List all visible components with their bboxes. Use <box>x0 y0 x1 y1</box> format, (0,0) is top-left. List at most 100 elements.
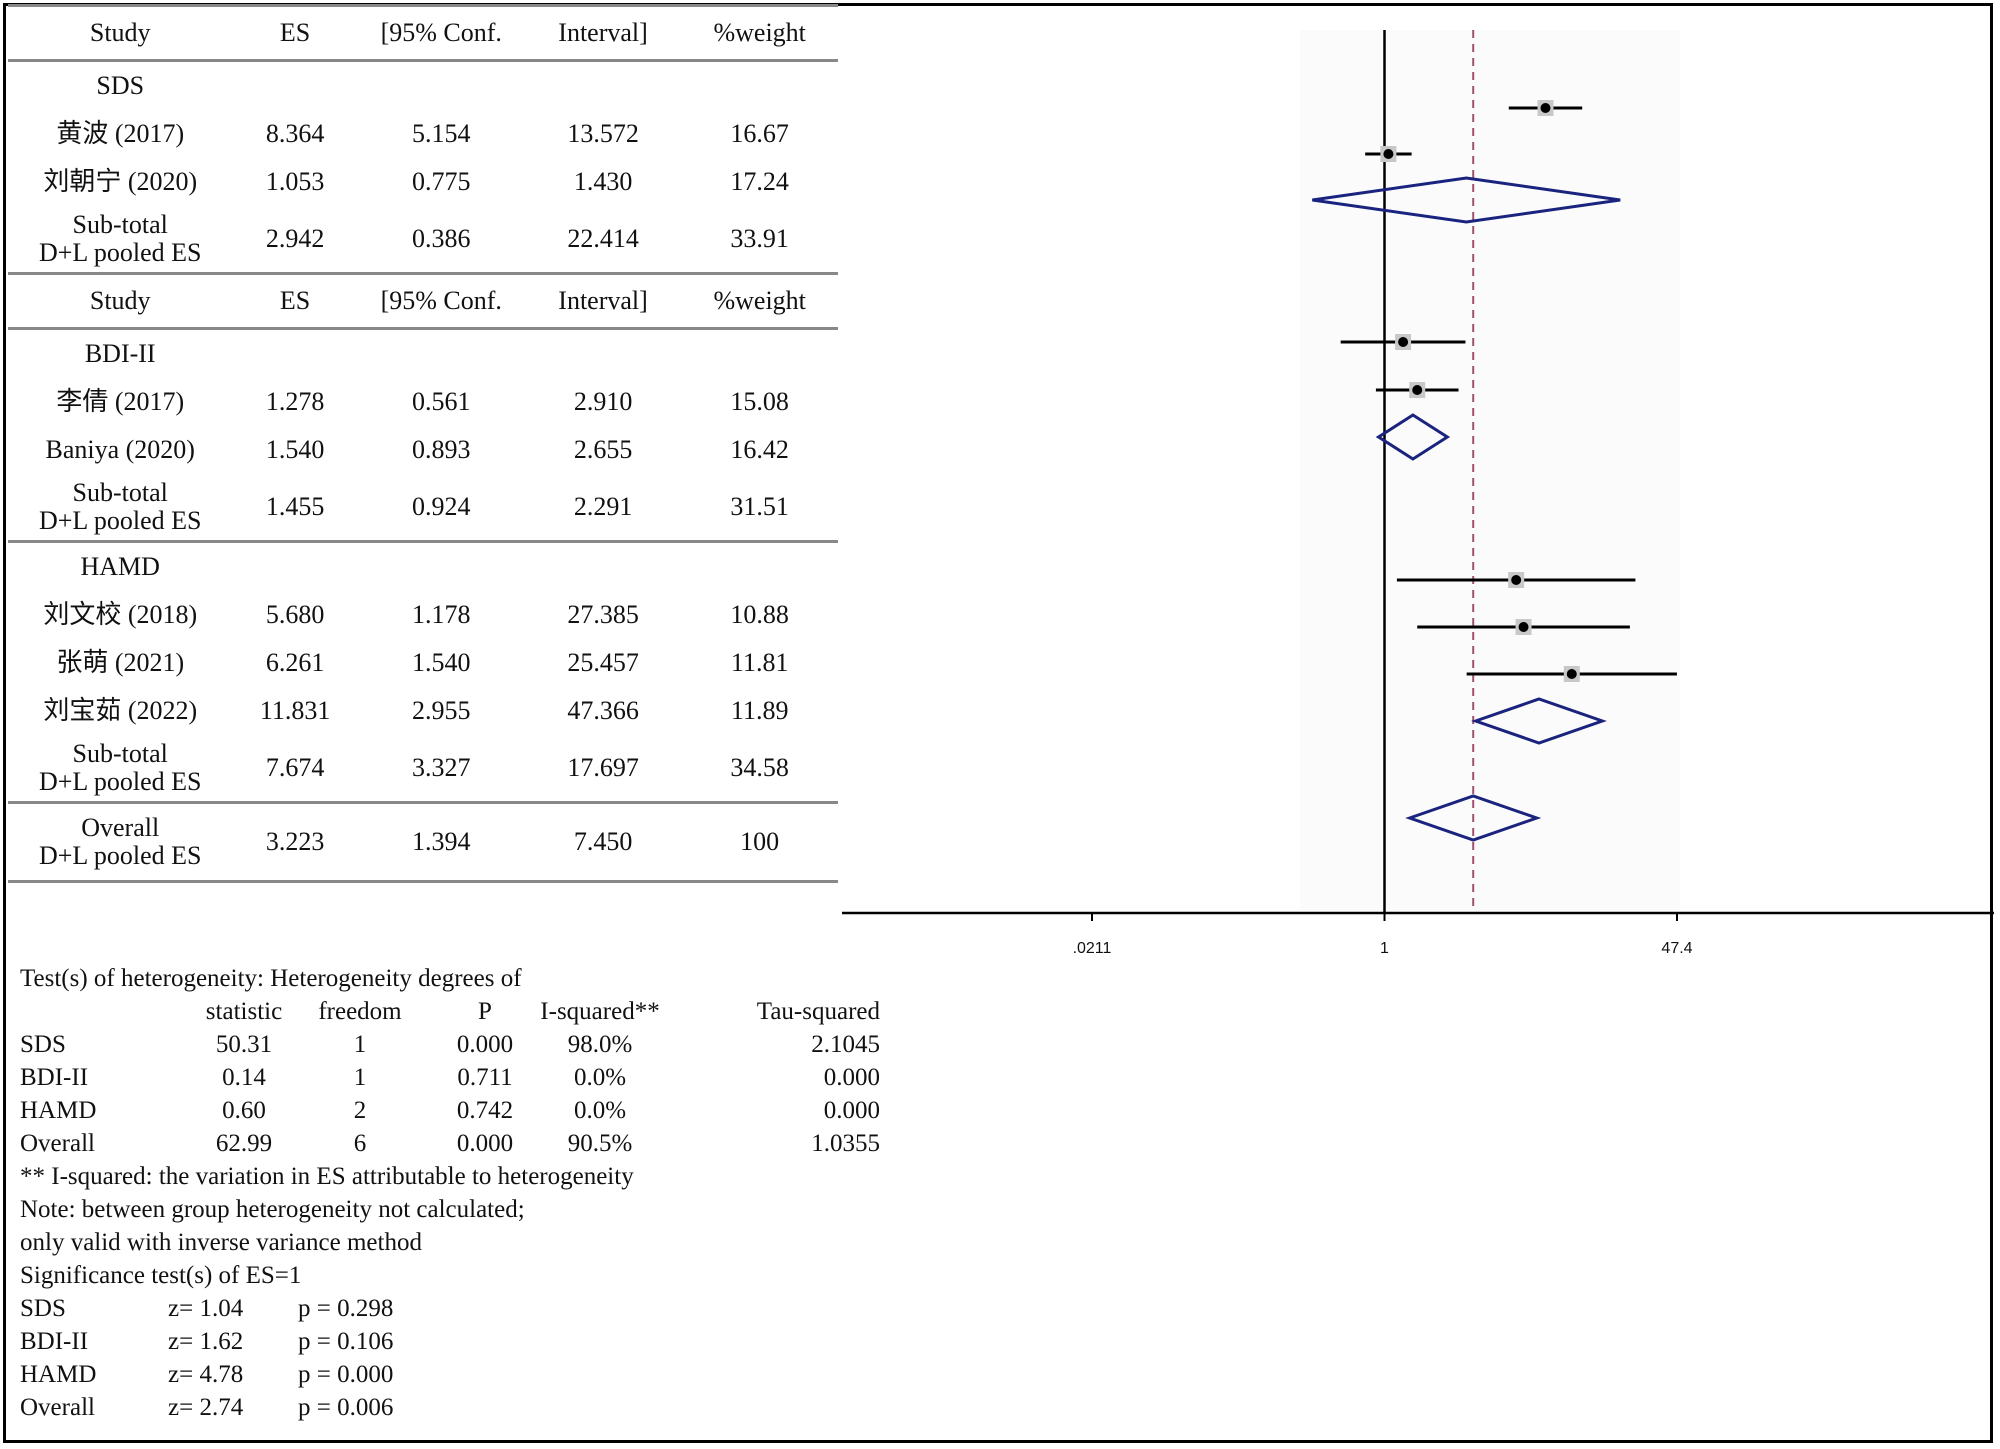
table-row: 刘文校 (2018) 5.680 1.178 27.385 10.88 <box>8 591 838 639</box>
sig-z: z= 1.62 <box>168 1328 244 1355</box>
het-col-i2: I-squared** <box>540 998 660 1025</box>
study-es: 1.053 <box>265 167 325 196</box>
het-df: 6 <box>353 1130 367 1157</box>
het-note: ** I-squared: the variation in ES attrib… <box>20 1163 634 1190</box>
het-p: 0.000 <box>456 1031 514 1058</box>
het-group: BDI-II <box>20 1064 89 1091</box>
study-weight: 11.81 <box>730 648 789 677</box>
heterogeneity-table: statistic freedom P I-squared** Tau-squa… <box>20 995 880 1160</box>
het-i2: 98.0% <box>567 1031 633 1058</box>
het-p: 0.742 <box>456 1097 514 1124</box>
het-col-freedom: freedom <box>318 998 402 1025</box>
group-title: BDI-II <box>84 339 156 368</box>
subtotal-weight: 31.51 <box>681 474 838 543</box>
heterogeneity-row: BDI-II 0.14 1 0.711 0.0% 0.000 <box>20 1061 880 1094</box>
header-conf-low: [95% Conf. <box>357 272 525 330</box>
heterogeneity-row: SDS 50.31 1 0.000 98.0% 2.1045 <box>20 1028 880 1061</box>
study-ci-low: 1.540 <box>412 648 471 677</box>
header-weight: %weight <box>681 272 838 330</box>
subtotal-row: Sub-total D+L pooled ES 2.942 0.386 22.41… <box>8 206 838 275</box>
subtotal-row: Sub-total D+L pooled ES 1.455 0.924 2.291… <box>8 474 838 543</box>
het-df: 2 <box>353 1097 367 1124</box>
sig-group: HAMD <box>20 1361 97 1388</box>
sig-group: Overall <box>20 1394 95 1421</box>
heterogeneity-row: Overall 62.99 6 0.000 90.5% 1.0355 <box>20 1127 880 1160</box>
significance-row: Overall z= 2.74 p = 0.006 <box>20 1391 448 1424</box>
header-conf-high: Interval] <box>524 272 682 330</box>
overall-row: Overall D+L pooled ES 3.223 1.394 7.450 1… <box>8 802 838 883</box>
study-es: 1.278 <box>265 387 325 416</box>
het-tau2: 1.0355 <box>811 1130 880 1157</box>
het-col-tau2: Tau-squared <box>756 998 880 1025</box>
significance-row: SDS z= 1.04 p = 0.298 <box>20 1292 448 1325</box>
sig-p: p = 0.298 <box>298 1295 394 1322</box>
significance-title: Significance test(s) of ES=1 <box>20 1262 302 1289</box>
study-weight: 11.89 <box>730 696 789 725</box>
subtotal-ci-low: 0.924 <box>357 474 525 543</box>
subtotal-row: Sub-total D+L pooled ES 7.674 3.327 17.69… <box>8 735 838 804</box>
het-tau2: 0.000 <box>823 1097 880 1124</box>
het-i2: 0.0% <box>573 1097 627 1124</box>
header-conf-low: [95% Conf. <box>357 4 525 62</box>
study-ci-low: 0.775 <box>412 167 471 196</box>
group-title-row: HAMD <box>8 542 838 592</box>
heterogeneity-row: HAMD 0.60 2 0.742 0.0% 0.000 <box>20 1094 880 1127</box>
study-name: 刘文校 (2018) <box>43 600 198 629</box>
group-title-row: BDI-II <box>8 329 838 379</box>
sig-p: p = 0.106 <box>298 1328 394 1355</box>
study-weight: 17.24 <box>730 167 789 196</box>
study-ci-high: 47.366 <box>567 696 639 725</box>
het-group: SDS <box>20 1031 66 1058</box>
het-statistic: 0.60 <box>222 1097 266 1124</box>
table-row: 刘宝茹 (2022) 11.831 2.955 47.366 11.89 <box>8 687 838 735</box>
sig-p: p = 0.000 <box>298 1361 394 1388</box>
heterogeneity-title: Test(s) of heterogeneity: Heterogeneity … <box>20 965 522 992</box>
het-note: only valid with inverse variance method <box>20 1229 422 1256</box>
study-ci-low: 2.955 <box>412 696 471 725</box>
header-weight: %weight <box>681 4 838 62</box>
table-header: Study ES [95% Conf. Interval] %weight <box>8 4 838 62</box>
het-df: 1 <box>353 1064 367 1091</box>
het-note: Note: between group heterogeneity not ca… <box>20 1196 525 1223</box>
table-header: Study ES [95% Conf. Interval] %weight <box>8 272 838 330</box>
heterogeneity-section: Test(s) of heterogeneity: Heterogeneity … <box>20 962 880 1424</box>
study-ci-low: 1.178 <box>412 600 471 629</box>
het-statistic: 0.14 <box>222 1064 266 1091</box>
subtotal-label: Sub-total D+L pooled ES <box>8 474 233 543</box>
study-weight: 10.88 <box>730 600 789 629</box>
overall-ci-high: 7.450 <box>524 802 682 883</box>
study-name: 刘朝宁 (2020) <box>43 167 198 196</box>
het-i2: 90.5% <box>567 1130 633 1157</box>
group-title: SDS <box>96 71 145 100</box>
study-ci-high: 13.572 <box>567 119 639 148</box>
study-ci-high: 1.430 <box>573 167 633 196</box>
het-group: HAMD <box>20 1097 97 1124</box>
subtotal-ci-low: 0.386 <box>357 206 525 275</box>
het-tau2: 2.1045 <box>811 1031 880 1058</box>
het-group: Overall <box>20 1130 95 1157</box>
sig-z: z= 4.78 <box>168 1361 244 1388</box>
table-row: 李倩 (2017) 1.278 0.561 2.910 15.08 <box>8 378 838 426</box>
study-name: 张萌 (2021) <box>56 648 185 677</box>
subtotal-label: Sub-total D+L pooled ES <box>8 206 233 275</box>
study-es: 5.680 <box>265 600 325 629</box>
table-row: Baniya (2020) 1.540 0.893 2.655 16.42 <box>8 426 838 474</box>
study-weight: 15.08 <box>730 387 789 416</box>
subtotal-ci-high: 2.291 <box>524 474 682 543</box>
group-title-row: SDS <box>8 61 838 111</box>
table-row: 刘朝宁 (2020) 1.053 0.775 1.430 17.24 <box>8 158 838 206</box>
study-es: 6.261 <box>265 648 325 677</box>
significance-table: SDS z= 1.04 p = 0.298 BDI-II z= 1.62 p =… <box>20 1292 448 1424</box>
study-ci-low: 0.561 <box>412 387 471 416</box>
header-es: ES <box>232 4 358 62</box>
het-df: 1 <box>353 1031 367 1058</box>
header-conf-high: Interval] <box>524 4 682 62</box>
study-table: Study ES [95% Conf. Interval] %weight SD… <box>8 4 838 883</box>
header-study: Study <box>8 272 233 330</box>
study-name: Baniya (2020) <box>45 435 195 464</box>
subtotal-ci-high: 17.697 <box>524 735 682 804</box>
het-statistic: 62.99 <box>215 1130 273 1157</box>
study-ci-high: 2.910 <box>573 387 633 416</box>
sig-group: SDS <box>20 1295 66 1322</box>
subtotal-weight: 34.58 <box>681 735 838 804</box>
